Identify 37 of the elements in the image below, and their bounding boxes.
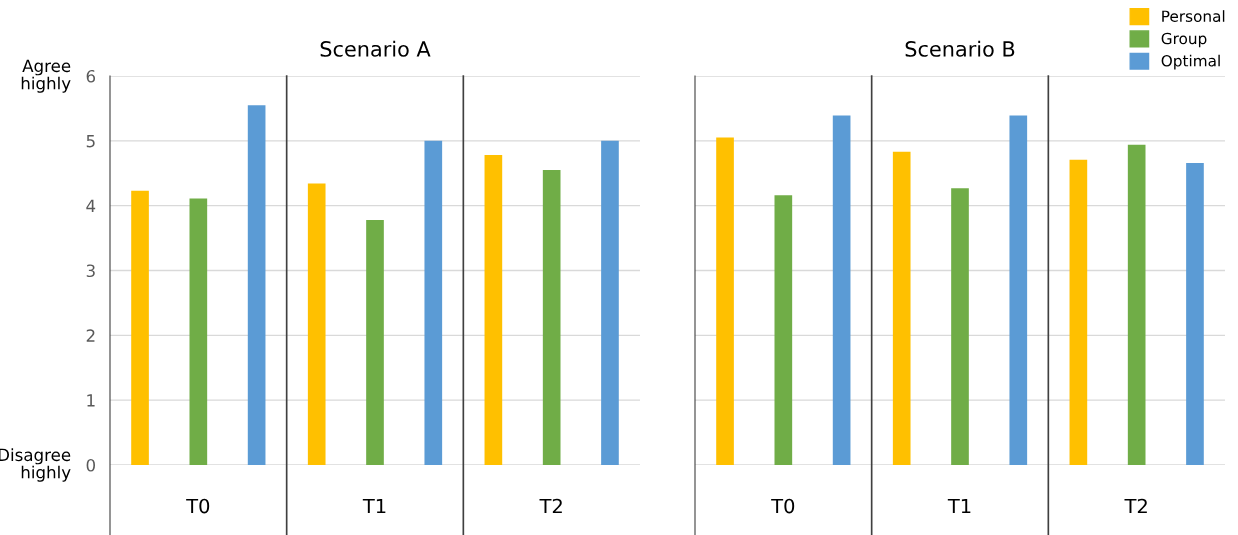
- x-tick-label: T2: [539, 498, 562, 514]
- bar: [131, 190, 149, 465]
- chart-title: Scenario A: [320, 40, 431, 57]
- bar: [1069, 159, 1088, 465]
- x-tick-label: T0: [186, 498, 210, 514]
- x-tick-label: T0: [771, 498, 795, 514]
- y-tick-label: 0: [86, 458, 95, 472]
- text: Agree highly: [21, 59, 71, 93]
- bar: [247, 105, 266, 465]
- y-tick-label: 6: [86, 69, 96, 83]
- bar: [189, 198, 208, 465]
- x-tick-label: T1: [947, 498, 971, 514]
- legend-label: Optimal: [1161, 54, 1220, 70]
- legend-label: Group: [1161, 32, 1207, 48]
- bar: [716, 137, 734, 465]
- y-tick-label: 2: [86, 329, 95, 342]
- bar: [832, 115, 851, 465]
- bar: [307, 183, 326, 465]
- bar: [1127, 144, 1146, 465]
- bar: [1009, 115, 1028, 465]
- legend-label: Personal: [1162, 10, 1225, 22]
- y-tick-label: 4: [86, 199, 96, 212]
- y-tick-label: 3: [86, 264, 95, 278]
- bar: [774, 195, 793, 465]
- bar: [542, 170, 561, 465]
- bar: [951, 188, 969, 465]
- bar: [892, 151, 911, 465]
- bar: [1186, 162, 1204, 465]
- chart-title: Scenario B: [905, 40, 1015, 57]
- bar: [601, 140, 619, 465]
- y-tick-label: 1: [87, 394, 95, 407]
- y-tick-label: 5: [86, 135, 95, 148]
- bar: [366, 219, 384, 465]
- x-tick-label: T1: [362, 498, 386, 514]
- bar: [424, 140, 443, 465]
- bar: [484, 155, 503, 465]
- x-tick-label: T2: [1124, 498, 1147, 514]
